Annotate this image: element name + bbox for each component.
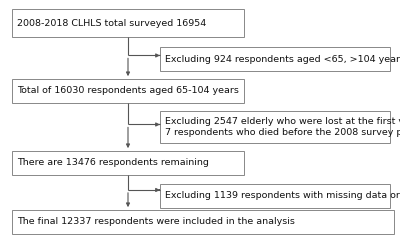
FancyBboxPatch shape (12, 9, 244, 37)
FancyBboxPatch shape (12, 79, 244, 103)
FancyBboxPatch shape (12, 210, 394, 234)
FancyBboxPatch shape (160, 111, 390, 143)
Text: Excluding 2547 elderly who were lost at the first visit and
7 respondents who di: Excluding 2547 elderly who were lost at … (165, 117, 400, 137)
FancyBboxPatch shape (160, 184, 390, 208)
Text: The final 12337 respondents were included in the analysis: The final 12337 respondents were include… (17, 217, 295, 226)
FancyBboxPatch shape (160, 47, 390, 71)
Text: 2008-2018 CLHLS total surveyed 16954: 2008-2018 CLHLS total surveyed 16954 (17, 18, 206, 28)
Text: Excluding 924 respondents aged <65, >104 years: Excluding 924 respondents aged <65, >104… (165, 55, 400, 63)
Text: Total of 16030 respondents aged 65-104 years: Total of 16030 respondents aged 65-104 y… (17, 86, 239, 95)
FancyBboxPatch shape (12, 151, 244, 175)
Text: Excluding 1139 respondents with missing data or at outliers: Excluding 1139 respondents with missing … (165, 191, 400, 200)
Text: There are 13476 respondents remaining: There are 13476 respondents remaining (17, 158, 209, 167)
